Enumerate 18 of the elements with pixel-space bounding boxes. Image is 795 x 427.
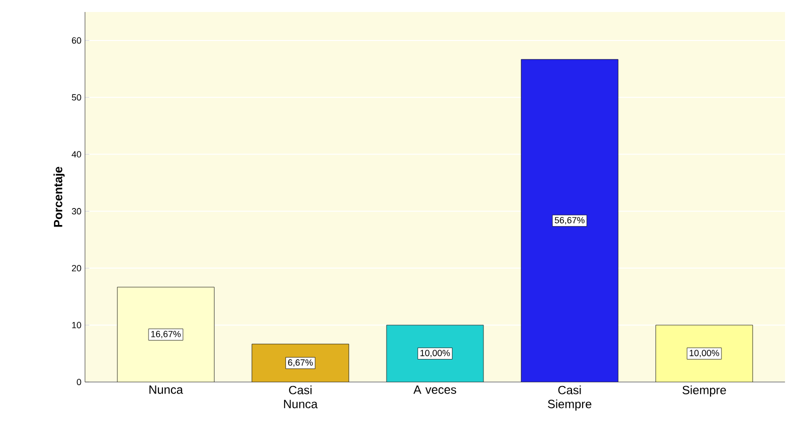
y-tick-label: 60: [72, 37, 82, 44]
x-tick-label: Nunca: [149, 386, 184, 394]
y-tick-label: 30: [72, 208, 82, 214]
data-label: 6,67%: [288, 359, 313, 367]
x-tick-label: Casi Siempre: [548, 386, 592, 411]
data-label: 56,67%: [554, 216, 585, 224]
y-tick-label: 50: [72, 94, 82, 101]
x-tick-label: Siempre: [682, 386, 726, 397]
data-label: 16,67%: [151, 330, 181, 338]
y-tick-label: 20: [72, 264, 82, 272]
x-tick-label: A veces: [413, 386, 456, 394]
data-label: 10,00%: [420, 350, 450, 358]
data-label: 10,00%: [690, 350, 720, 358]
x-tick-label: Casi Nunca: [284, 386, 318, 408]
y-tick-label: 0: [76, 378, 82, 386]
y-tick-label: 40: [72, 151, 82, 158]
y-axis-title: Porcentaje: [54, 166, 65, 227]
y-tick-label: 10: [72, 322, 82, 328]
